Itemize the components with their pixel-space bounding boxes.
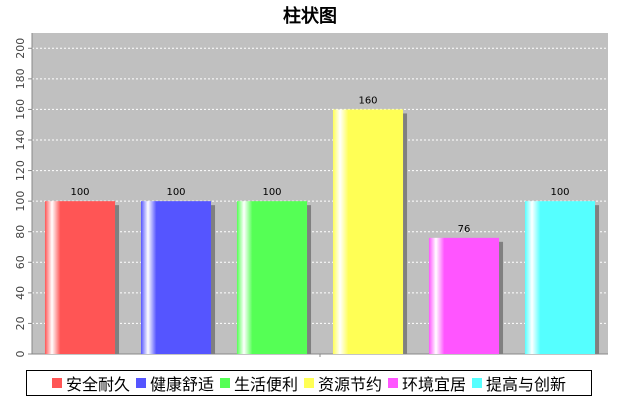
legend-item: 健康舒适 bbox=[135, 371, 214, 395]
bar-4 bbox=[332, 109, 404, 354]
legend-swatch bbox=[472, 378, 483, 388]
value-label: 160 bbox=[358, 95, 377, 106]
y-tick-label: 120 bbox=[14, 160, 27, 181]
plot-area bbox=[32, 33, 608, 354]
y-tick-label: 200 bbox=[14, 38, 27, 59]
chart-title: 柱状图 bbox=[283, 6, 337, 27]
y-tick-label: 0 bbox=[14, 351, 27, 358]
legend-swatch bbox=[51, 378, 62, 388]
bar-5 bbox=[428, 237, 500, 354]
legend-item: 安全耐久 bbox=[51, 371, 130, 395]
legend-label: 资源节约 bbox=[318, 375, 383, 394]
legend-item: 环境宜居 bbox=[388, 371, 466, 395]
y-tick-label: 100 bbox=[14, 191, 27, 212]
legend-label: 安全耐久 bbox=[65, 375, 130, 394]
value-label: 76 bbox=[458, 224, 471, 235]
value-label: 100 bbox=[262, 187, 281, 198]
y-tick-label: 20 bbox=[14, 316, 27, 330]
value-label: 100 bbox=[166, 187, 185, 198]
legend-swatch bbox=[135, 378, 146, 388]
legend-item: 资源节约 bbox=[304, 371, 382, 395]
bar-6 bbox=[524, 201, 596, 354]
chart-legend: 安全耐久 健康舒适 生活便利 资源节约 环境宜居 提高与创新 bbox=[26, 370, 592, 396]
legend-item: 生活便利 bbox=[219, 371, 298, 395]
legend-swatch bbox=[388, 378, 399, 388]
legend-item: 提高与创新 bbox=[472, 371, 566, 395]
legend-label: 健康舒适 bbox=[149, 375, 214, 394]
y-tick-label: 180 bbox=[14, 68, 27, 89]
y-tick-label: 80 bbox=[14, 225, 27, 239]
y-tick-label: 160 bbox=[14, 99, 27, 120]
y-tick-label: 40 bbox=[14, 286, 27, 300]
legend-swatch bbox=[219, 378, 230, 388]
bar-2 bbox=[140, 201, 212, 354]
bar-1 bbox=[44, 201, 116, 354]
legend-swatch bbox=[304, 378, 314, 388]
value-label: 100 bbox=[550, 187, 569, 198]
legend-label: 生活便利 bbox=[233, 375, 298, 394]
y-tick-label: 140 bbox=[14, 130, 27, 151]
bar-3 bbox=[236, 201, 308, 354]
value-label: 100 bbox=[70, 187, 89, 198]
y-tick-label: 60 bbox=[14, 255, 27, 269]
legend-label: 提高与创新 bbox=[486, 375, 567, 394]
legend-label: 环境宜居 bbox=[402, 375, 467, 394]
